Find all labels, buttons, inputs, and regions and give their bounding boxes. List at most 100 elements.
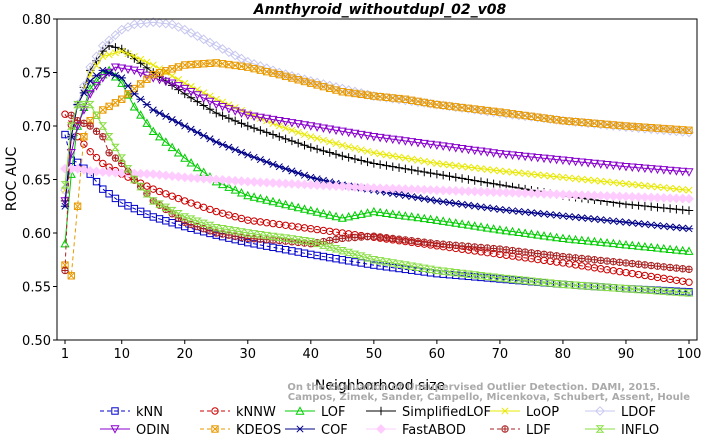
marker-fastabod xyxy=(142,169,152,179)
marker-odin xyxy=(514,152,524,161)
marker-x xyxy=(231,61,239,69)
marker-plus xyxy=(427,239,434,247)
series-odin xyxy=(60,63,694,206)
marker-odin xyxy=(646,165,656,174)
marker-fastabod xyxy=(242,176,253,187)
marker-odin xyxy=(608,161,618,171)
marker-odin xyxy=(211,100,221,110)
marker-odin xyxy=(684,168,694,177)
marker-loop xyxy=(559,173,567,181)
marker-x xyxy=(616,121,624,130)
series-lof xyxy=(60,65,694,255)
marker-loop xyxy=(685,186,693,194)
marker-inflo xyxy=(596,283,606,291)
marker-odin xyxy=(350,129,360,139)
marker-fastabod xyxy=(223,175,234,186)
marker-fastabod xyxy=(614,191,625,202)
marker-lof xyxy=(451,218,461,227)
marker-cof xyxy=(533,209,542,217)
marker-x xyxy=(300,77,309,86)
marker-loop xyxy=(162,68,170,76)
marker-fastabod xyxy=(501,187,512,198)
marker-ldf xyxy=(622,259,630,267)
marker-loop xyxy=(351,144,359,152)
marker-cof xyxy=(394,190,404,199)
marker-ldof xyxy=(154,18,165,28)
marker-x xyxy=(250,65,258,73)
marker-plus xyxy=(433,240,441,247)
marker-lof xyxy=(501,225,511,235)
marker-lof xyxy=(142,118,152,127)
marker-odin xyxy=(671,167,681,176)
x-tick-label: 10 xyxy=(113,347,130,362)
marker-lof xyxy=(426,214,436,224)
marker-inflo xyxy=(646,286,656,295)
marker-x xyxy=(496,108,504,116)
marker-inflo xyxy=(432,266,442,275)
marker-odin xyxy=(381,134,391,144)
marker-ldf xyxy=(395,235,403,243)
marker-knnw xyxy=(199,203,208,212)
legend-label: COF xyxy=(321,423,348,434)
marker-simplifiedlof xyxy=(262,128,271,137)
marker-cof xyxy=(464,201,473,209)
marker-lof xyxy=(514,227,524,237)
marker-fastabod xyxy=(633,192,644,202)
marker-cof xyxy=(413,194,423,202)
marker-odin xyxy=(299,121,310,130)
series-fastabod xyxy=(60,163,694,204)
marker-inflo xyxy=(350,250,360,258)
marker-x xyxy=(219,60,227,68)
marker-knnw xyxy=(86,147,94,156)
marker-plus xyxy=(641,261,649,269)
marker-x xyxy=(206,59,214,67)
marker-x xyxy=(211,425,219,433)
marker-lof xyxy=(318,208,328,218)
marker-x xyxy=(452,103,460,111)
marker-ldf xyxy=(382,234,391,242)
marker-x xyxy=(679,126,687,134)
marker-knn xyxy=(685,288,693,296)
marker-x xyxy=(666,125,674,133)
marker-cof xyxy=(420,195,429,203)
marker-odin xyxy=(407,138,417,147)
marker-inflo xyxy=(640,286,650,294)
marker-x xyxy=(74,202,82,210)
marker-inflo xyxy=(111,143,120,152)
marker-inflo xyxy=(445,268,454,276)
marker-ldof xyxy=(148,17,159,28)
marker-lof xyxy=(413,212,423,222)
marker-cof xyxy=(92,72,101,80)
marker-x xyxy=(521,111,529,120)
marker-plus xyxy=(439,241,447,248)
marker-x xyxy=(313,81,321,89)
legend-item-fastabod: FastABOD xyxy=(366,423,466,434)
marker-ldf xyxy=(477,243,485,252)
marker-cof xyxy=(634,220,643,228)
marker-knnw xyxy=(155,187,164,196)
marker-simplifiedlof xyxy=(319,146,328,156)
marker-fastabod xyxy=(576,190,587,201)
marker-inflo xyxy=(621,284,631,293)
marker-loop xyxy=(464,163,472,171)
marker-knnw xyxy=(181,197,189,205)
marker-loop xyxy=(483,165,491,173)
marker-ldf xyxy=(685,265,693,274)
marker-plus xyxy=(263,236,270,243)
marker-loop xyxy=(427,158,435,166)
marker-loop xyxy=(502,168,510,176)
marker-box xyxy=(211,425,219,433)
marker-simplifiedlof xyxy=(653,203,662,212)
marker-ldof xyxy=(60,185,70,196)
marker-simplifiedlof xyxy=(476,177,486,186)
marker-simplifiedlof xyxy=(325,148,334,157)
marker-ldf xyxy=(105,149,113,157)
marker-plus xyxy=(501,425,509,433)
marker-inflo xyxy=(293,236,303,244)
marker-fastabod xyxy=(337,181,348,192)
marker-inflo xyxy=(186,215,196,223)
marker-odin xyxy=(394,136,404,145)
marker-fastabod xyxy=(526,188,537,199)
marker-plus xyxy=(515,248,523,255)
marker-cof xyxy=(174,119,183,127)
